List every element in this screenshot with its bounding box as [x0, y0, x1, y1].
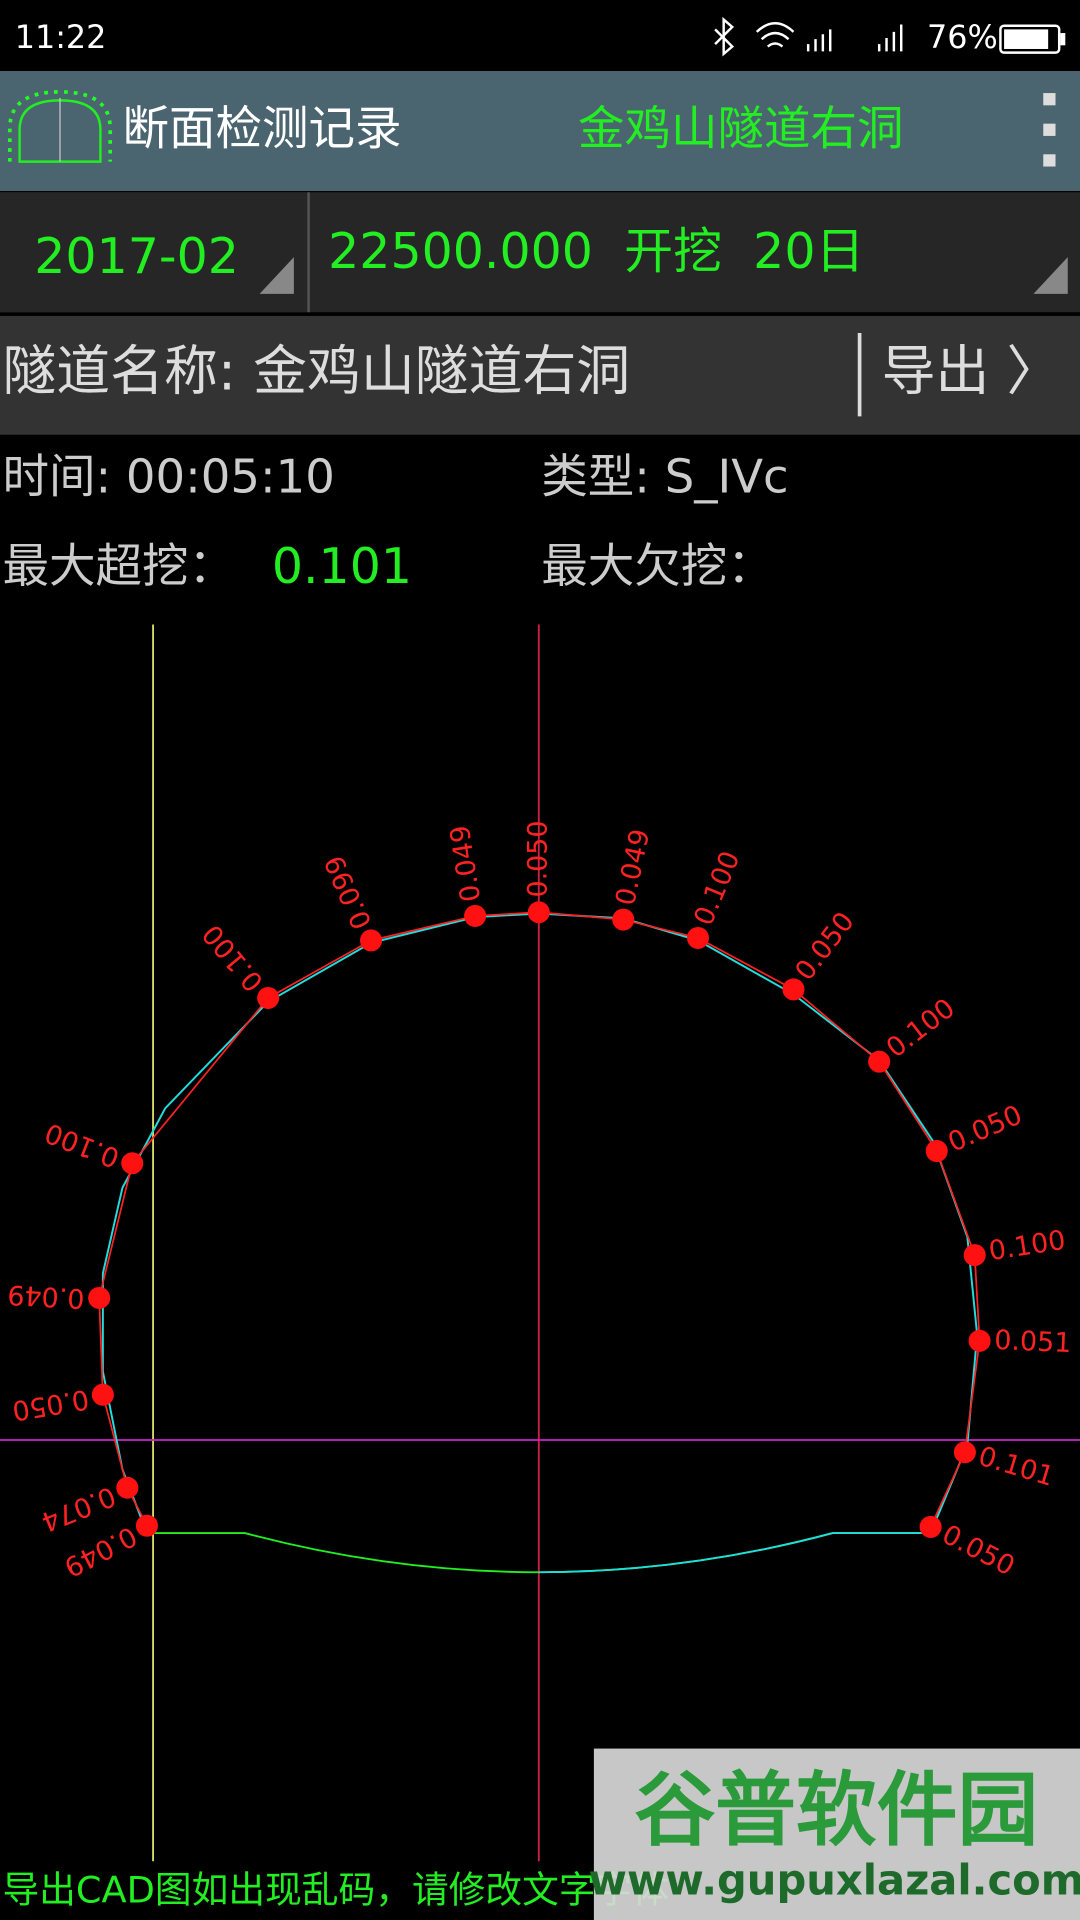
section-selector[interactable]: 22500.000 开挖 20日 [328, 223, 1068, 294]
measure-point [868, 1050, 891, 1073]
measure-point [88, 1286, 111, 1309]
measure-point [91, 1383, 114, 1406]
tunnel-label: 隧道名称: 金鸡山隧道右洞 [2, 339, 630, 402]
measure-point [968, 1329, 991, 1352]
measure-point [782, 978, 805, 1001]
measure-point [953, 1441, 976, 1464]
tunnel-row [0, 315, 1080, 435]
month-value: 2017-02 [34, 228, 239, 285]
measure-point [925, 1140, 948, 1163]
watermark-url: www.gupuxlazal.com [589, 1855, 1080, 1904]
battery-level [1004, 29, 1049, 49]
watermark-box [593, 1748, 1080, 1920]
app-bar [0, 71, 1080, 192]
time-info: 时间: 00:05:10 [2, 450, 334, 504]
max-under-label: 最大欠挖： [541, 539, 774, 593]
measured-outline [98, 911, 981, 1528]
invert-curve [538, 1532, 931, 1574]
app-logo [7, 89, 113, 163]
measure-point [963, 1244, 986, 1267]
clock: 11:22 [15, 18, 107, 56]
measure-point [464, 904, 487, 927]
measure-point [135, 1514, 158, 1537]
app-tunnel-name: 金鸡山隧道右洞 [578, 102, 904, 156]
battery-tip [1060, 33, 1066, 46]
overflow-menu[interactable] [1043, 93, 1056, 167]
export-button[interactable]: 导出 〉 [882, 339, 1061, 402]
app-title: 断面检测记录 [122, 102, 401, 156]
measure-point [257, 986, 280, 1009]
type-info: 类型: S_IVc [541, 450, 788, 504]
battery-percent: 76% [927, 18, 998, 56]
measure-point [686, 926, 709, 949]
status-icons [714, 16, 903, 57]
measure-point [612, 908, 635, 931]
max-over-label: 最大超挖： [2, 539, 235, 593]
point-label: 0.050 [522, 820, 553, 897]
footer-hint: 导出CAD图如出现乱码，请修改文字字体 [2, 1868, 669, 1911]
point-label: 0.051 [994, 1325, 1072, 1359]
measure-point [360, 929, 383, 952]
section-value: 22500.000 开挖 20日 [328, 223, 864, 280]
measure-point [919, 1515, 942, 1538]
measure-point [116, 1476, 139, 1499]
max-over-value: 0.101 [272, 538, 412, 595]
point-label: 0.049 [7, 1278, 86, 1313]
battery-icon [999, 24, 1061, 54]
measure-point [121, 1152, 144, 1175]
watermark-name: 谷普软件园 [634, 1764, 1038, 1858]
measure-point [527, 901, 550, 924]
month-selector[interactable]: 2017-02 [0, 192, 307, 313]
